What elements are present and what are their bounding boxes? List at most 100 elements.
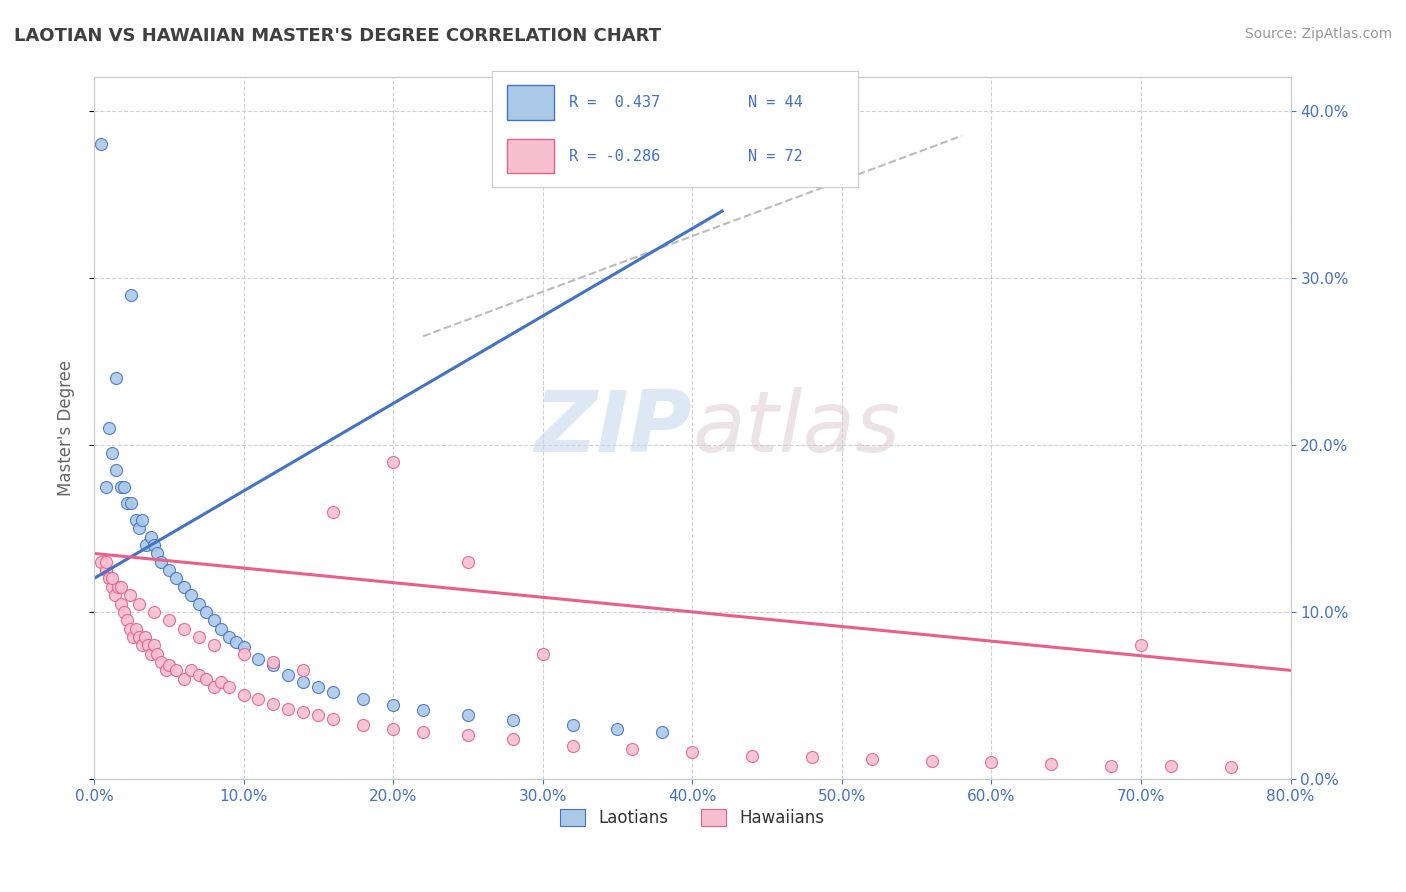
Point	[262, 658, 284, 673]
Point	[107, 580, 129, 594]
Point	[277, 668, 299, 682]
Text: atlas: atlas	[692, 386, 900, 470]
Point	[352, 691, 374, 706]
Point	[131, 638, 153, 652]
Point	[150, 655, 173, 669]
Point	[125, 622, 148, 636]
Point	[97, 421, 120, 435]
Point	[502, 731, 524, 746]
Point	[741, 748, 763, 763]
Point	[90, 555, 112, 569]
Point	[382, 698, 405, 713]
Point	[134, 630, 156, 644]
Point	[307, 708, 329, 723]
Text: N = 72: N = 72	[748, 148, 803, 163]
Point	[110, 580, 132, 594]
Point	[157, 563, 180, 577]
Point	[121, 630, 143, 644]
Text: Source: ZipAtlas.com: Source: ZipAtlas.com	[1244, 27, 1392, 41]
Point	[202, 638, 225, 652]
Point	[105, 463, 128, 477]
Point	[101, 572, 124, 586]
Legend: Laotians, Hawaiians: Laotians, Hawaiians	[553, 802, 831, 834]
Point	[561, 739, 583, 753]
Point	[921, 754, 943, 768]
Point	[651, 725, 673, 739]
Point	[457, 708, 479, 723]
Point	[135, 538, 157, 552]
Text: ZIP: ZIP	[534, 386, 692, 470]
Point	[1219, 760, 1241, 774]
Point	[115, 613, 138, 627]
Point	[195, 672, 218, 686]
Text: R =  0.437: R = 0.437	[569, 95, 661, 111]
Point	[457, 729, 479, 743]
Point	[1160, 758, 1182, 772]
Point	[150, 555, 173, 569]
Point	[155, 664, 177, 678]
Point	[112, 605, 135, 619]
Point	[307, 680, 329, 694]
Point	[232, 689, 254, 703]
Point	[139, 647, 162, 661]
Point	[412, 703, 434, 717]
Point	[322, 505, 344, 519]
Point	[187, 668, 209, 682]
Point	[202, 680, 225, 694]
Point	[142, 638, 165, 652]
Point	[262, 655, 284, 669]
Text: LAOTIAN VS HAWAIIAN MASTER'S DEGREE CORRELATION CHART: LAOTIAN VS HAWAIIAN MASTER'S DEGREE CORR…	[14, 27, 661, 45]
Point	[292, 675, 315, 690]
Point	[105, 371, 128, 385]
FancyBboxPatch shape	[506, 86, 554, 120]
Point	[209, 622, 232, 636]
Point	[128, 521, 150, 535]
Point	[218, 630, 240, 644]
Point	[145, 647, 167, 661]
Point	[180, 664, 202, 678]
Point	[97, 572, 120, 586]
Point	[209, 675, 232, 690]
Point	[157, 613, 180, 627]
Point	[165, 664, 187, 678]
Point	[232, 647, 254, 661]
Point	[247, 651, 270, 665]
Point	[94, 555, 117, 569]
Point	[322, 712, 344, 726]
Point	[120, 496, 142, 510]
Point	[352, 718, 374, 732]
Text: R = -0.286: R = -0.286	[569, 148, 661, 163]
Point	[322, 685, 344, 699]
Point	[225, 635, 247, 649]
Point	[277, 702, 299, 716]
Point	[382, 454, 405, 468]
Point	[110, 480, 132, 494]
Point	[247, 691, 270, 706]
Point	[1130, 638, 1153, 652]
Point	[101, 446, 124, 460]
Point	[382, 722, 405, 736]
Point	[180, 588, 202, 602]
Text: N = 44: N = 44	[748, 95, 803, 111]
Point	[94, 480, 117, 494]
Point	[1099, 758, 1122, 772]
Point	[800, 750, 823, 764]
Point	[157, 658, 180, 673]
Point	[125, 513, 148, 527]
Point	[292, 705, 315, 719]
Point	[187, 630, 209, 644]
Point	[110, 597, 132, 611]
Point	[195, 605, 218, 619]
Point	[136, 638, 159, 652]
Point	[218, 680, 240, 694]
Point	[120, 287, 142, 301]
Point	[187, 597, 209, 611]
Point	[262, 697, 284, 711]
Point	[860, 752, 883, 766]
Point	[101, 580, 124, 594]
Point	[118, 622, 141, 636]
FancyBboxPatch shape	[506, 138, 554, 173]
Point	[621, 742, 644, 756]
Point	[202, 613, 225, 627]
Point	[412, 725, 434, 739]
